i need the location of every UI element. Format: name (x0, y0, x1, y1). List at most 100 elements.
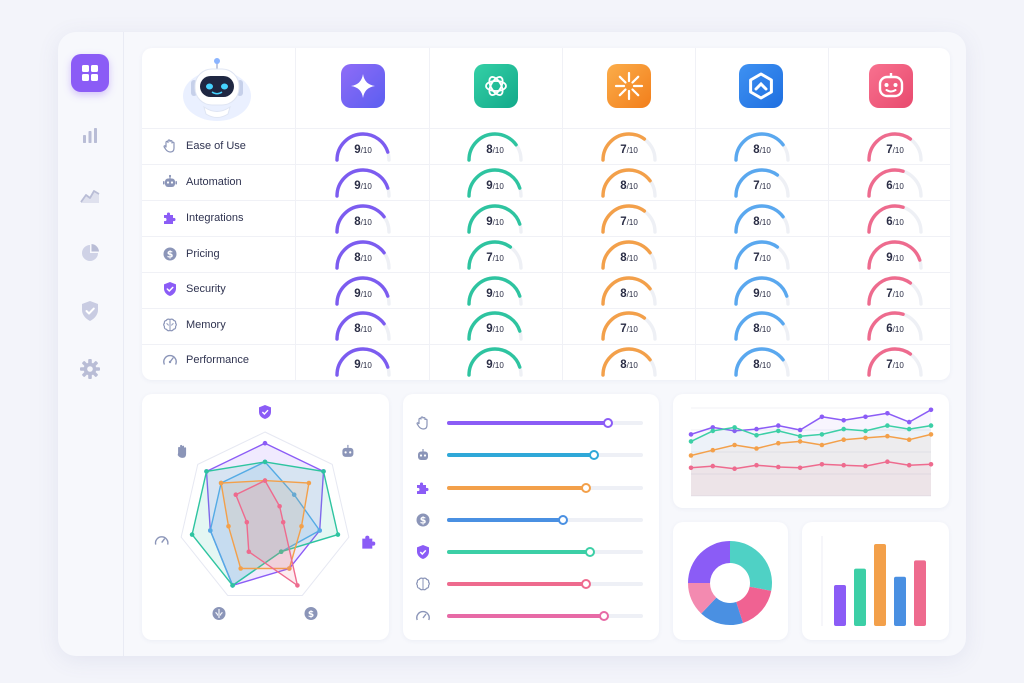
line-point (710, 428, 716, 434)
score-value: 7/10 (620, 144, 638, 156)
line-series (690, 433, 932, 457)
score-bar-handle[interactable] (589, 450, 599, 460)
radar-chart: $ (154, 405, 376, 620)
sidebar-item-bar-chart[interactable] (71, 116, 109, 154)
line-point (863, 414, 868, 420)
score-bar-handle[interactable] (557, 515, 568, 525)
score-value: 8/10 (753, 144, 771, 156)
radar-point (317, 528, 322, 533)
svg-text:$: $ (420, 516, 427, 527)
svg-text:$: $ (308, 610, 314, 620)
criterion-pricing: $ Pricing (162, 244, 292, 264)
line-area (691, 434, 931, 496)
sidebar-item-line-chart[interactable] (71, 176, 109, 214)
score-arc (867, 168, 923, 198)
score-value: 8/10 (620, 252, 638, 264)
score-bar-handle[interactable] (581, 579, 592, 589)
radar-point (262, 459, 268, 465)
line-point (928, 432, 934, 437)
score-arc (335, 276, 391, 306)
line-series (690, 409, 932, 436)
score-gauge: 8/10 (597, 168, 661, 198)
line-point (841, 462, 846, 468)
score-bar-track (447, 450, 643, 460)
radar-point (262, 440, 268, 446)
line-point (863, 435, 868, 441)
radar-point (230, 583, 235, 588)
line-point (776, 440, 781, 446)
line-series (690, 424, 932, 443)
score-arc (467, 132, 523, 162)
line-point (819, 432, 825, 437)
score-arc (335, 168, 391, 198)
score-value: 6/10 (886, 216, 904, 228)
tool-logo-4[interactable] (739, 64, 783, 108)
sidebar-item-settings[interactable] (71, 350, 109, 388)
score-bar-fill (447, 453, 594, 457)
shield-icon (417, 545, 429, 559)
tool-logo-1[interactable] (341, 64, 385, 108)
score-arc (734, 240, 790, 270)
speedometer-icon (163, 354, 177, 365)
radar-point (277, 504, 282, 509)
donut-chart (688, 541, 772, 625)
sidebar (58, 32, 124, 656)
line-point (906, 462, 912, 468)
score-gauge: 9/10 (730, 276, 794, 306)
sidebar-item-dashboard[interactable] (71, 54, 109, 92)
puzzle-icon (362, 535, 376, 549)
score-value: 9/10 (486, 288, 504, 300)
line-point (797, 427, 803, 433)
bar-chart-card (802, 522, 949, 640)
score-gauge: 8/10 (597, 276, 661, 306)
score-arc (335, 347, 391, 377)
donut-slice (736, 586, 772, 623)
hand-icon (416, 416, 428, 430)
shield-check-icon (82, 301, 98, 321)
hand-icon (163, 139, 175, 153)
sidebar-item-pie-chart[interactable] (71, 234, 109, 272)
score-bar-handle[interactable] (602, 418, 613, 428)
tool-logo-2[interactable] (474, 64, 518, 108)
puzzle-icon (417, 482, 429, 494)
radar-point (208, 528, 213, 533)
score-arc (335, 204, 391, 234)
tool-logo-3[interactable] (607, 64, 651, 108)
score-arc (601, 276, 657, 306)
bar (854, 568, 866, 626)
score-value: 7/10 (753, 252, 771, 264)
score-gauge: 7/10 (730, 168, 794, 198)
criterion-label: Security (186, 283, 226, 295)
score-gauge: 8/10 (730, 311, 794, 341)
line-point (885, 433, 890, 439)
score-arc (867, 347, 923, 377)
score-gauge: 8/10 (730, 132, 794, 162)
score-value: 8/10 (620, 359, 638, 371)
line-point (710, 463, 716, 469)
radar-point (233, 492, 239, 497)
radar-frame (180, 431, 350, 596)
score-value: 8/10 (354, 323, 372, 335)
line-point (754, 462, 759, 468)
line-point (732, 442, 737, 448)
app-window: Ease of Use Automation Integrations $ Pr… (58, 32, 966, 656)
bar (914, 560, 926, 626)
score-value: 9/10 (753, 288, 771, 300)
score-value: 7/10 (486, 252, 504, 264)
donut-slice (688, 541, 730, 583)
score-bar-handle[interactable] (598, 611, 609, 621)
speedometer-icon (154, 536, 169, 545)
score-value: 8/10 (753, 359, 771, 371)
radar-point (226, 524, 231, 529)
donut-slice (701, 597, 743, 625)
tool-logo-5[interactable] (869, 64, 913, 108)
sidebar-item-security[interactable] (71, 292, 109, 330)
score-bar-handle[interactable] (585, 547, 596, 557)
score-bar-handle[interactable] (581, 483, 592, 493)
dollar-icon: $ (304, 607, 318, 620)
brain-icon (212, 607, 226, 620)
criterion-security: Security (162, 279, 292, 299)
radar-point (246, 549, 252, 554)
radar-point (218, 480, 224, 486)
radar-point (299, 524, 304, 529)
